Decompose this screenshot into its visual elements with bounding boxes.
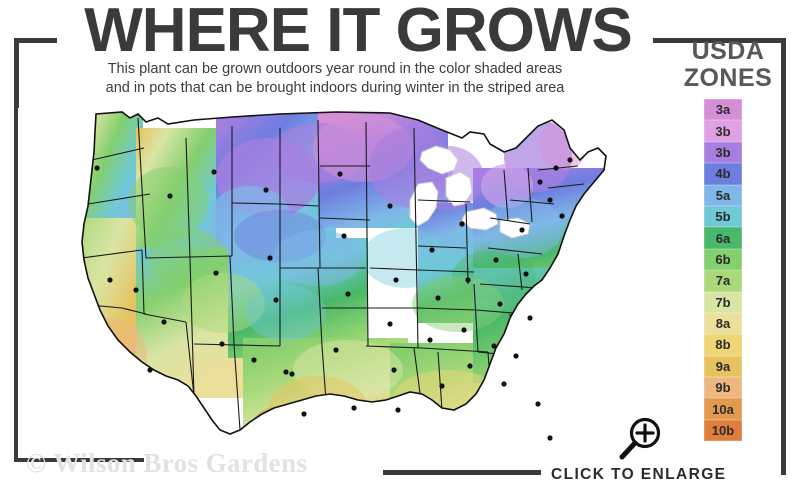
city-dots [94, 157, 573, 441]
zone-swatch-3b-2: 3b [704, 141, 742, 164]
zone-swatch-3b-1: 3b [704, 120, 742, 142]
magnifier-plus-icon[interactable] [614, 416, 666, 464]
border-top-left-segment [14, 38, 57, 43]
legend-heading-line-2: ZONES [683, 64, 773, 92]
great-lakes [409, 145, 531, 239]
usda-zone-map[interactable] [18, 108, 658, 458]
zone-swatch-3a-0: 3a [704, 99, 742, 121]
legend-heading-line-1: USDA [691, 37, 765, 65]
zone-swatch-7b-9: 7b [704, 291, 742, 313]
zone-swatch-5a-4: 5a [704, 184, 742, 206]
border-top-right-segment [653, 38, 786, 43]
subtitle: This plant can be grown outdoors year ro… [40, 60, 630, 98]
page-title: WHERE IT GROWS [84, 0, 632, 65]
map-svg [18, 108, 658, 458]
border-right-segment [781, 38, 786, 475]
subtitle-line-1: This plant can be grown outdoors year ro… [107, 61, 563, 77]
legend-heading: USDA ZONES [666, 38, 790, 92]
national-outline [81, 111, 607, 435]
zone-swatch-6b-7: 6b [704, 248, 742, 271]
border-bottom-right-segment [383, 470, 541, 475]
zone-swatch-6a-6: 6a [704, 227, 742, 249]
magnifier-plus-glyph [619, 417, 661, 460]
state-borders [82, 117, 585, 431]
map-landmass [18, 108, 658, 458]
zone-swatch-9a-12: 9a [704, 355, 742, 378]
click-to-enlarge-label[interactable]: CLICK TO ENLARGE [551, 466, 727, 483]
zone-swatch-7a-8: 7a [704, 270, 742, 292]
zone-swatch-4b-3: 4b [704, 163, 742, 185]
subtitle-line-2: and in pots that can be brought indoors … [105, 80, 565, 96]
zone-swatch-10b-15: 10b [704, 419, 742, 442]
zone-swatch-9b-13: 9b [704, 377, 742, 399]
zone-swatch-10a-14: 10a [704, 398, 742, 420]
zone-swatch-8a-10: 8a [704, 312, 742, 335]
border-bottom-left-segment [14, 457, 144, 462]
border-left-segment [14, 38, 19, 462]
watermark: © Wilson Bros Gardens [26, 448, 308, 478]
zone-legend: 3a 3b 3b 4b 5a 5b 6a 6b 7a 7b 8a 8b 9a 9b 10a 10b [704, 99, 742, 442]
zone-swatch-8b-11: 8b [704, 334, 742, 356]
zone-swatch-5b-5: 5b [704, 205, 742, 228]
